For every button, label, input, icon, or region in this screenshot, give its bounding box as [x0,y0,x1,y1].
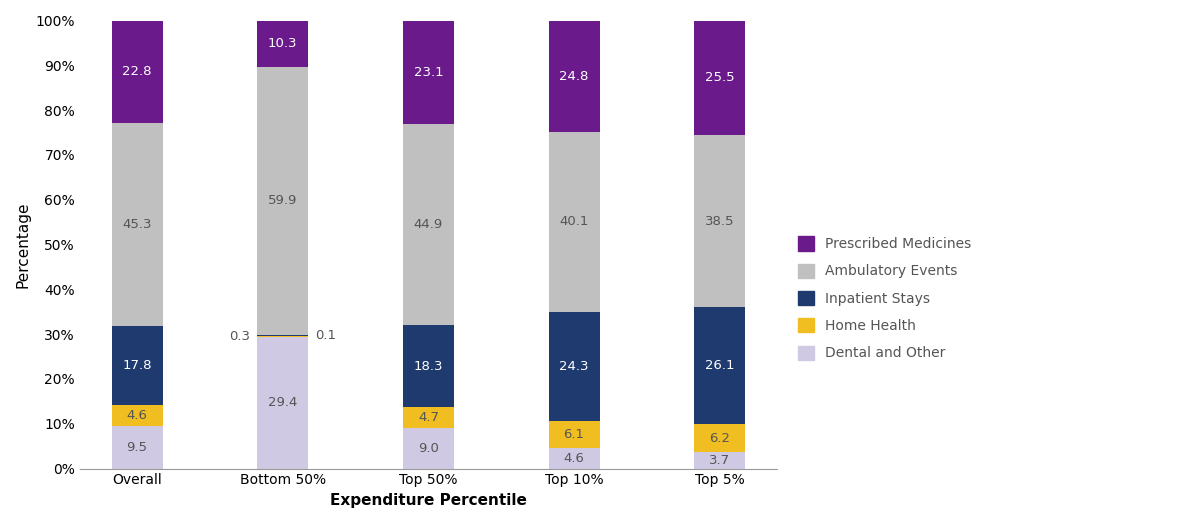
Text: 6.2: 6.2 [709,431,730,445]
Text: 59.9: 59.9 [268,195,298,207]
Text: 3.7: 3.7 [709,454,731,467]
Text: 24.8: 24.8 [559,70,589,83]
Bar [694,308,745,424]
X-axis label: Expenditure Percentile: Expenditure Percentile [330,493,527,508]
Bar [403,124,454,325]
Legend: Prescribed Medicines, Ambulatory Events, Inpatient Stays, Home Health, Dental an: Prescribed Medicines, Ambulatory Events,… [791,230,979,367]
Bar [548,132,600,312]
Bar [403,428,454,469]
Text: 26.1: 26.1 [704,359,734,372]
Y-axis label: Percentage: Percentage [14,201,30,288]
Text: 10.3: 10.3 [268,37,298,50]
Bar [694,452,745,469]
Text: 38.5: 38.5 [704,214,734,228]
Text: 24.3: 24.3 [559,360,589,373]
Text: 4.7: 4.7 [418,411,439,424]
Bar [403,407,454,428]
Text: 0.3: 0.3 [229,329,250,343]
Bar [548,420,600,448]
Bar [548,448,600,469]
Bar [112,405,162,426]
Text: 9.5: 9.5 [126,441,148,454]
Text: 25.5: 25.5 [704,71,734,84]
Bar [257,337,308,469]
Bar [403,325,454,407]
Text: 9.0: 9.0 [418,442,439,455]
Bar [403,20,454,124]
Text: 22.8: 22.8 [122,65,152,78]
Text: 17.8: 17.8 [122,359,152,372]
Bar [112,426,162,469]
Text: 6.1: 6.1 [564,428,584,441]
Text: 4.6: 4.6 [564,452,584,465]
Text: 4.6: 4.6 [127,409,148,422]
Bar [694,135,745,308]
Bar [694,20,745,135]
Bar [112,123,162,326]
Bar [257,66,308,335]
Text: 45.3: 45.3 [122,218,152,231]
Bar [257,20,308,66]
Bar [112,20,162,123]
Bar [694,424,745,452]
Text: 23.1: 23.1 [414,66,443,79]
Bar [548,312,600,420]
Text: 29.4: 29.4 [268,396,298,409]
Text: 0.1: 0.1 [316,329,336,342]
Text: 40.1: 40.1 [559,215,589,229]
Bar [112,326,162,405]
Text: 18.3: 18.3 [414,360,443,373]
Text: 44.9: 44.9 [414,218,443,231]
Bar [548,21,600,132]
Bar [257,335,308,337]
